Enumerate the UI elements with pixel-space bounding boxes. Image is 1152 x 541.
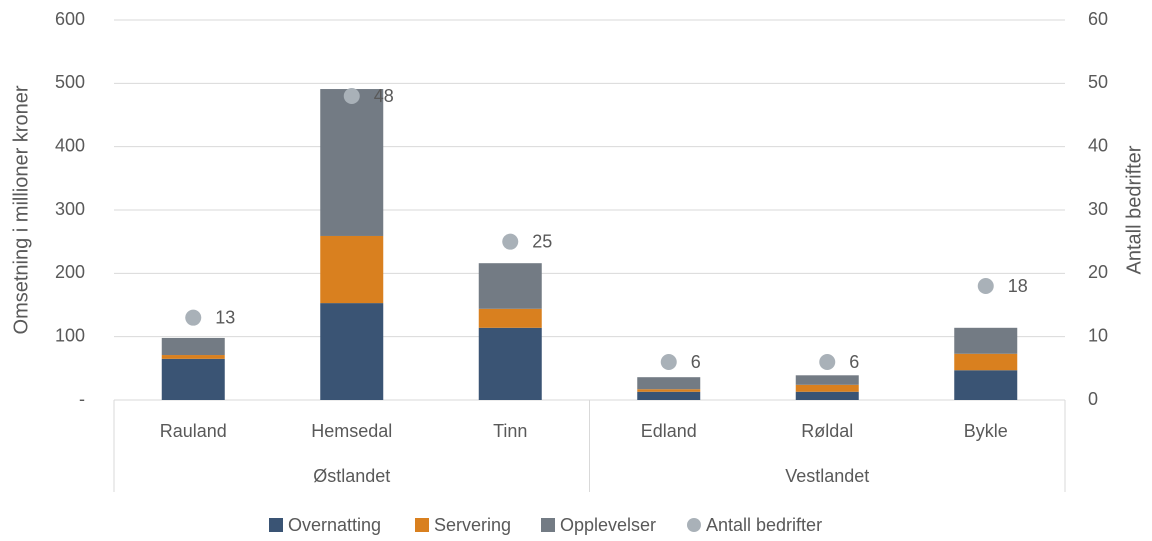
scatter-point <box>660 354 677 370</box>
x-tick-label: Bykle <box>964 421 1008 441</box>
bar-segment <box>161 355 225 359</box>
x-tick-label: Rauland <box>160 421 227 441</box>
y2-tick-label: 60 <box>1088 9 1108 29</box>
legend-marker <box>415 518 429 532</box>
y-tick-label: 100 <box>55 325 85 345</box>
scatter-point <box>977 278 994 294</box>
bar-segment <box>320 89 384 236</box>
bar-segment <box>795 391 859 400</box>
legend-label: Overnatting <box>288 515 381 535</box>
scatter-point <box>502 233 519 250</box>
group-label: Vestlandet <box>785 466 869 486</box>
y-tick-label: 300 <box>55 199 85 219</box>
y2-tick-label: 20 <box>1088 262 1108 282</box>
bar-segment <box>954 327 1018 354</box>
bar-segment <box>161 358 225 400</box>
y2-tick-label: 0 <box>1088 389 1098 409</box>
bar-segment <box>320 235 384 304</box>
data-label: 48 <box>374 86 394 106</box>
y2-tick-label: 50 <box>1088 72 1108 92</box>
data-label: 25 <box>532 231 552 251</box>
bar-segment <box>954 353 1018 371</box>
bar-segment <box>637 377 701 390</box>
x-tick-label: Edland <box>641 421 697 441</box>
bar-segment <box>795 384 859 392</box>
data-label: 13 <box>215 307 235 327</box>
scatter-point <box>185 309 202 326</box>
legend-marker <box>541 518 555 532</box>
bar-segment <box>954 370 1018 400</box>
legend-label: Opplevelser <box>560 515 656 535</box>
legend-label: Servering <box>434 515 511 535</box>
legend-marker <box>269 518 283 532</box>
y-axis-title: Omsetning i millioner kroner <box>10 85 32 334</box>
y-tick-label: 500 <box>55 72 85 92</box>
y2-tick-label: 30 <box>1088 199 1108 219</box>
bar-segment <box>478 327 542 400</box>
x-tick-label: Hemsedal <box>311 421 392 441</box>
y2-tick-label: 10 <box>1088 325 1108 345</box>
y2-tick-label: 40 <box>1088 135 1108 155</box>
bar-segment <box>478 308 542 328</box>
y2-axis-title: Antall bedrifter <box>1123 145 1145 274</box>
x-tick-label: Tinn <box>493 421 527 441</box>
group-label: Østlandet <box>313 466 390 486</box>
y-tick-label: 600 <box>55 9 85 29</box>
bar-segment <box>161 337 225 356</box>
y-tick-label: 200 <box>55 262 85 282</box>
legend-marker <box>687 518 701 532</box>
scatter-point <box>819 354 836 370</box>
data-label: 6 <box>691 352 701 372</box>
bar-segment <box>320 303 384 400</box>
bar-segment <box>637 391 701 400</box>
legend-label: Antall bedrifter <box>706 515 822 535</box>
bar-segment <box>478 263 542 309</box>
y-tick-label: 400 <box>55 135 85 155</box>
data-label: 6 <box>849 352 859 372</box>
x-tick-label: Røldal <box>801 421 853 441</box>
bar-segment <box>795 375 859 385</box>
scatter-point <box>343 88 360 104</box>
data-label: 18 <box>1008 276 1028 296</box>
bar-segment <box>637 389 701 392</box>
y-tick-label: - <box>79 389 85 409</box>
